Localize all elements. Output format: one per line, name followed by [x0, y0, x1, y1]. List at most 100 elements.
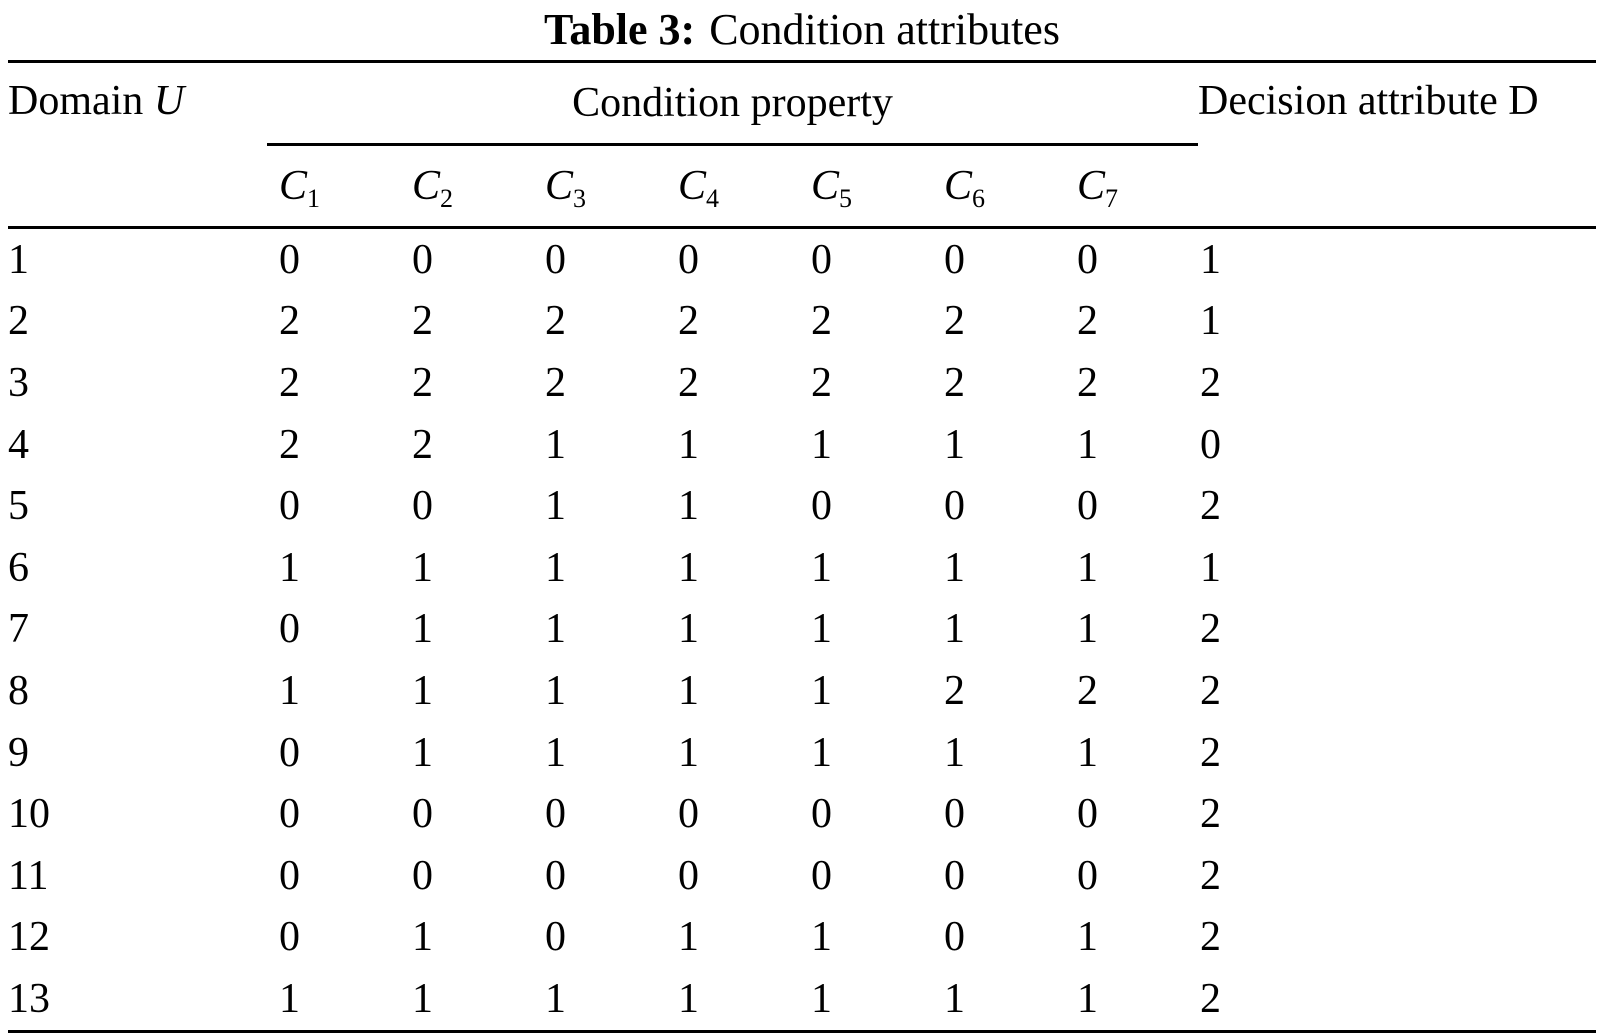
- condition-cell: 1: [545, 606, 566, 653]
- table-row: 7 0 1 1 1 1 1 1 2: [8, 599, 1596, 661]
- table-row: 13 1 1 1 1 1 1 1 2: [8, 968, 1596, 1031]
- condition-symbol: C: [1077, 163, 1106, 209]
- domain-cell: 2: [8, 298, 29, 345]
- condition-cell: 0: [811, 852, 832, 899]
- domain-cell: 4: [8, 421, 29, 468]
- condition-cell: 1: [412, 914, 433, 961]
- table-caption: Table 3: Condition attributes: [0, 0, 1604, 60]
- condition-cell: 0: [279, 729, 300, 776]
- condition-cell: 0: [944, 483, 965, 530]
- decision-cell: 2: [1200, 359, 1222, 406]
- condition-cell: 0: [412, 483, 433, 530]
- condition-cell: 1: [412, 606, 433, 653]
- condition-cell: 2: [279, 298, 300, 345]
- condition-cell: 1: [412, 729, 433, 776]
- condition-cell: 1: [811, 914, 832, 961]
- domain-cell: 13: [8, 975, 50, 1022]
- decision-cell: 1: [1200, 236, 1222, 283]
- condition-cell: 0: [545, 852, 566, 899]
- condition-cell: 1: [545, 421, 566, 468]
- table-caption-title: Condition attributes: [709, 5, 1060, 54]
- condition-symbol: C: [678, 163, 707, 209]
- condition-property-header: Condition property: [267, 61, 1199, 146]
- condition-cell: 0: [811, 236, 832, 283]
- header-row-groups: Domain U Condition property Decision att…: [8, 61, 1597, 229]
- condition-symbol: C: [811, 163, 840, 209]
- condition-cell: 2: [811, 298, 832, 345]
- domain-cell: 10: [8, 791, 50, 838]
- condition-cell: 0: [944, 791, 965, 838]
- domain-cell: 12: [8, 914, 50, 961]
- table-row: 11 0 0 0 0 0 0 0 2: [8, 845, 1596, 907]
- condition-subscript: 6: [972, 184, 986, 213]
- condition-cell: 2: [678, 298, 699, 345]
- decision-cell: 2: [1200, 729, 1222, 776]
- condition-cell: 0: [944, 236, 965, 283]
- condition-cell: 1: [944, 729, 965, 776]
- domain-cell: 3: [8, 359, 29, 406]
- condition-cell: 1: [545, 729, 566, 776]
- condition-cell: 1: [545, 544, 566, 591]
- condition-cell: 2: [545, 298, 566, 345]
- table-row: 2 2 2 2 2 2 2 2 1: [8, 291, 1596, 353]
- table-row: 6 1 1 1 1 1 1 1 1: [8, 537, 1596, 599]
- condition-cell: 1: [678, 729, 699, 776]
- condition-cell: 2: [811, 359, 832, 406]
- condition-cell: 2: [1077, 667, 1098, 714]
- condition-cell: 1: [678, 606, 699, 653]
- decision-cell: 2: [1200, 852, 1222, 899]
- condition-cell: 1: [811, 421, 832, 468]
- condition-cell: 1: [944, 975, 965, 1022]
- condition-cell: 1: [1077, 914, 1098, 961]
- condition-cell: 2: [279, 359, 300, 406]
- condition-cell: 2: [545, 359, 566, 406]
- condition-cell: 1: [811, 606, 832, 653]
- decision-attribute-header: Decision attribute D: [1198, 61, 1597, 229]
- table-row: 8 1 1 1 1 1 2 2 2: [8, 660, 1596, 722]
- condition-cell: 0: [279, 791, 300, 838]
- decision-cell: 2: [1200, 483, 1222, 530]
- condition-cell: 0: [279, 236, 300, 283]
- condition-cell: 1: [944, 544, 965, 591]
- condition-cell: 1: [811, 667, 832, 714]
- condition-cell: 2: [1077, 298, 1098, 345]
- condition-cell: 0: [1077, 791, 1098, 838]
- domain-cell: 6: [8, 544, 29, 591]
- domain-column-header: Domain U: [8, 61, 267, 229]
- condition-cell: 0: [279, 483, 300, 530]
- condition-cell: 1: [1077, 421, 1098, 468]
- condition-cell: 2: [412, 421, 433, 468]
- condition-cell: 2: [1077, 359, 1098, 406]
- condition-cell: 2: [944, 667, 965, 714]
- condition-cell: 0: [412, 791, 433, 838]
- condition-cell: 0: [678, 791, 699, 838]
- condition-cell: 1: [678, 544, 699, 591]
- condition-cell: 1: [545, 667, 566, 714]
- condition-cell: 2: [944, 359, 965, 406]
- table-row: 4 2 2 1 1 1 1 1 0: [8, 414, 1596, 476]
- condition-attributes-table: Domain U Condition property Decision att…: [8, 60, 1597, 1033]
- condition-cell: 0: [1077, 483, 1098, 530]
- decision-cell: 1: [1200, 544, 1222, 591]
- condition-subscript: 3: [573, 184, 587, 213]
- condition-cell: 0: [811, 483, 832, 530]
- condition-cell: 1: [279, 975, 300, 1022]
- condition-cell: 1: [412, 667, 433, 714]
- condition-cell: 0: [811, 791, 832, 838]
- condition-cell: 1: [545, 483, 566, 530]
- decision-cell: 2: [1200, 667, 1222, 714]
- condition-symbol: C: [412, 163, 441, 209]
- condition-cell: 0: [545, 791, 566, 838]
- condition-column-header: C4: [666, 144, 799, 229]
- condition-cell: 1: [1077, 606, 1098, 653]
- domain-cell: 11: [8, 852, 49, 899]
- condition-cell: 0: [1077, 236, 1098, 283]
- condition-column-header: C2: [400, 144, 533, 229]
- condition-symbol: C: [944, 163, 973, 209]
- condition-cell: 0: [279, 606, 300, 653]
- condition-cell: 1: [412, 544, 433, 591]
- condition-cell: 1: [811, 729, 832, 776]
- condition-column-header: C3: [533, 144, 666, 229]
